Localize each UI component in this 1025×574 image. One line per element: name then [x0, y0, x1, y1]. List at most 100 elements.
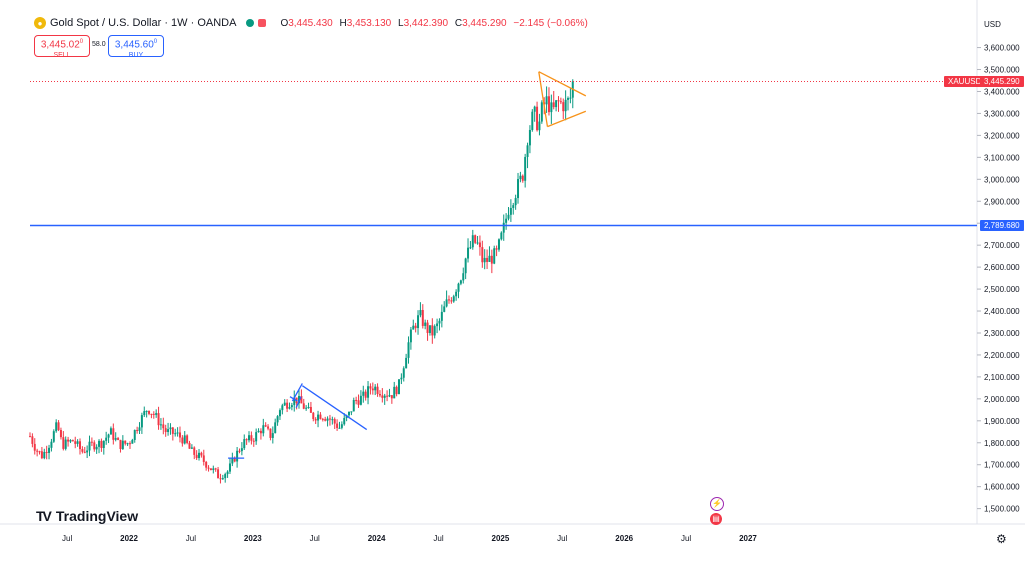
candle-body: [505, 218, 508, 223]
tradingview-logo: TV TradingView: [36, 508, 139, 524]
candle-body: [112, 428, 115, 440]
candle-body: [40, 451, 43, 459]
y-tick-label: 3,000.000: [984, 175, 1020, 184]
candle-body: [195, 454, 198, 459]
y-tick-label: 2,600.000: [984, 263, 1020, 272]
us-flag-event-icon[interactable]: ▤: [710, 513, 722, 525]
y-tick-label: 3,600.000: [984, 44, 1020, 53]
candle-body: [402, 368, 405, 378]
candle-body: [90, 441, 93, 443]
candle-body: [569, 97, 572, 99]
candle-body: [359, 395, 362, 405]
candle-body: [474, 235, 477, 243]
candle-body: [240, 448, 243, 452]
candle-body: [533, 106, 536, 112]
candle-body: [526, 145, 529, 157]
candle-body: [426, 322, 429, 333]
candle-body: [319, 414, 322, 419]
candle-body: [181, 437, 184, 444]
candle-body: [388, 395, 391, 397]
candle-body: [267, 426, 270, 429]
candle-body: [252, 440, 255, 442]
candle-body: [450, 300, 453, 302]
gear-icon[interactable]: ⚙: [996, 532, 1007, 546]
sell-button[interactable]: 3,445.020 SELL: [34, 35, 90, 59]
lightning-event-icon[interactable]: ⚡: [710, 497, 724, 511]
candle-body: [200, 452, 203, 456]
y-tick-label: 1,700.000: [984, 461, 1020, 470]
candle-body: [376, 386, 379, 395]
y-tick-label: 2,100.000: [984, 373, 1020, 382]
candle-body: [293, 397, 296, 406]
candle-body: [324, 419, 327, 421]
candle-body: [98, 440, 101, 447]
candle-body: [326, 418, 329, 421]
candle-body: [345, 415, 348, 418]
candle-body: [486, 257, 489, 262]
candle-body: [286, 402, 289, 409]
candle-body: [193, 447, 196, 455]
candle-body: [433, 326, 436, 336]
candle-body: [109, 428, 112, 435]
candle-body: [117, 438, 120, 440]
candle-body: [209, 468, 212, 471]
candle-body: [333, 419, 336, 424]
candle-body: [126, 443, 129, 445]
candle-body: [307, 406, 310, 408]
currency-label[interactable]: USD: [984, 20, 1001, 29]
candle-body: [176, 432, 179, 434]
x-tick-label: Jul: [310, 534, 320, 543]
candle-body: [124, 440, 127, 444]
candle-body: [493, 248, 496, 264]
close-value: 3,445.290: [462, 17, 507, 29]
hline-price-tag: 2,789.680: [980, 219, 1024, 231]
candle-body: [336, 423, 339, 428]
candle-body: [164, 428, 167, 433]
candle-body: [538, 121, 541, 131]
trend-line: [289, 396, 298, 402]
candle-body: [207, 467, 210, 469]
candle-body: [236, 450, 239, 462]
candle-body: [378, 394, 381, 396]
trend-line: [295, 396, 302, 408]
candle-body: [478, 242, 481, 248]
symbol-title[interactable]: Gold Spot / U.S. Dollar · 1W · OANDA: [50, 17, 237, 29]
candle-body: [148, 410, 151, 414]
candle-body: [547, 96, 550, 113]
candle-body: [355, 399, 358, 401]
candle-body: [48, 447, 51, 453]
x-tick-label: Jul: [433, 534, 443, 543]
candle-body: [367, 386, 370, 398]
high-value: 3,453.130: [346, 17, 392, 29]
candle-body: [521, 175, 524, 181]
y-tick-label: 3,200.000: [984, 131, 1020, 140]
candle-body: [524, 156, 527, 181]
candle-body: [362, 391, 365, 396]
indicator-flag-icon[interactable]: [258, 19, 267, 27]
candle-body: [255, 432, 258, 442]
candle-body: [276, 416, 279, 423]
y-tick-label: 2,000.000: [984, 395, 1020, 404]
candle-body: [459, 280, 462, 284]
buy-button[interactable]: 3,445.600 BUY: [108, 35, 164, 59]
candle-body: [312, 412, 315, 419]
candle-body: [45, 451, 48, 453]
market-open-icon[interactable]: [246, 19, 255, 27]
trend-line: [538, 71, 549, 127]
candle-body: [250, 435, 253, 441]
candle-body: [495, 248, 498, 250]
candle-body: [302, 403, 305, 409]
candle-body: [431, 325, 434, 336]
candle-body: [314, 418, 317, 421]
candle-body: [507, 214, 510, 219]
candle-body: [183, 435, 186, 444]
candle-body: [150, 413, 153, 415]
candle-body: [59, 430, 62, 438]
candle-body: [81, 449, 84, 452]
candle-body: [202, 455, 205, 462]
candle-body: [238, 450, 241, 452]
price-tag-value: 3,445.290: [984, 77, 1020, 87]
candle-body: [438, 320, 441, 324]
candle-body: [483, 257, 486, 263]
